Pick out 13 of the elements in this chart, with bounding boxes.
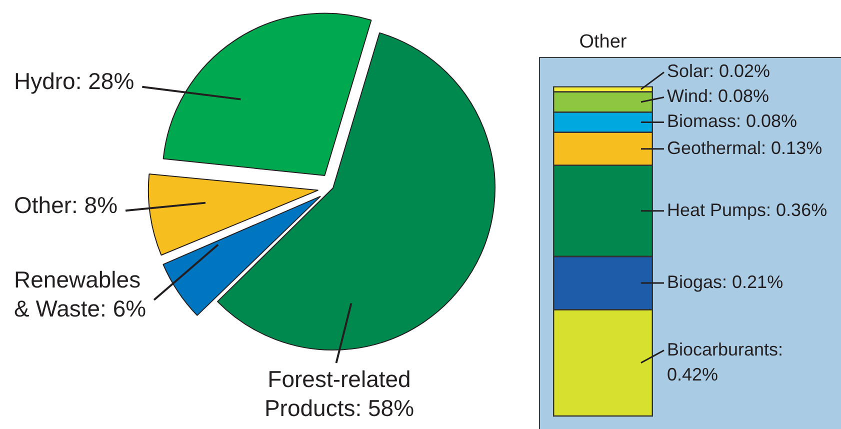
- data-label: 0.42%: [667, 364, 718, 384]
- text: Biomass: 0.08%: [667, 111, 798, 132]
- text: Biogas: 0.21%: [667, 272, 784, 292]
- text: Heat Pumps: 0.36%: [667, 200, 828, 220]
- slice-label: Hydro: 28%: [14, 68, 134, 94]
- slice-label: Other: 8%: [14, 192, 118, 218]
- slice-label: Forest-related Products: 58%: [264, 366, 414, 421]
- slice-label: Renewables & Waste: 6%: [14, 266, 146, 322]
- text: Geothermal: 0.13%: [667, 138, 822, 158]
- text: Solar: 0.02%: [667, 61, 770, 82]
- text: Wind: 0.08%: [667, 86, 770, 106]
- chart-title: Other: [579, 32, 628, 53]
- series-label: Biocarburants:: [667, 339, 784, 360]
